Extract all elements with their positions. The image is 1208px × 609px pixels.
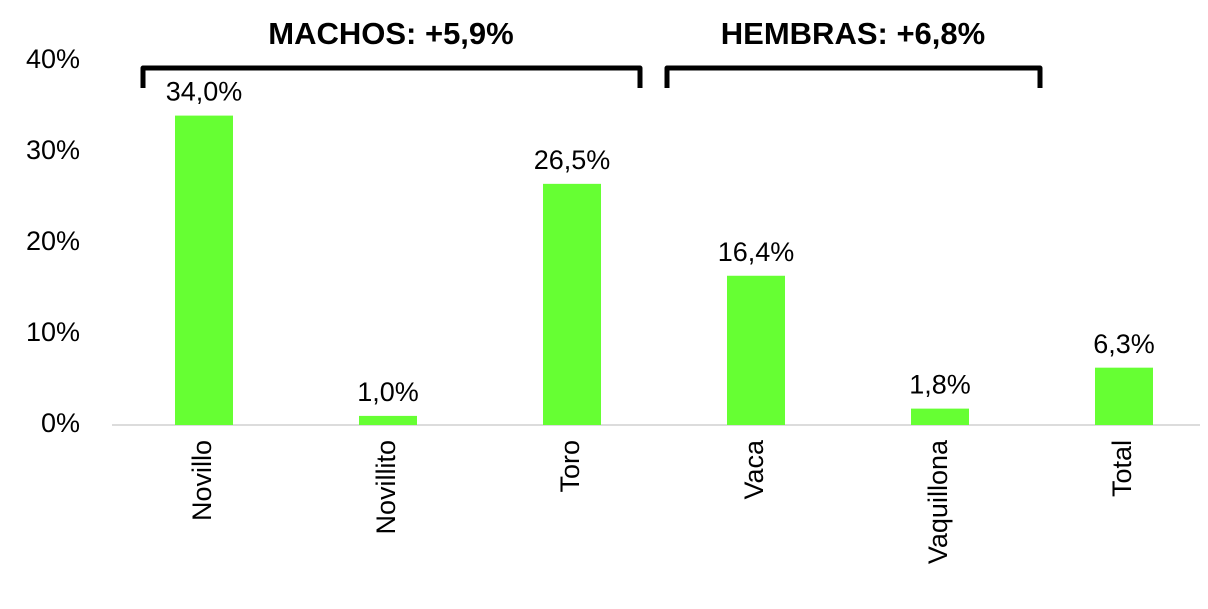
bar: [175, 115, 233, 425]
value-label: 16,4%: [718, 237, 795, 267]
x-tick-label: Vaca: [739, 439, 769, 500]
group-label: MACHOS: +5,9%: [268, 16, 513, 51]
value-label: 34,0%: [166, 77, 243, 107]
value-label: 1,8%: [909, 370, 971, 400]
group-label: HEMBRAS: +6,8%: [721, 16, 985, 51]
x-tick-label: Novillo: [187, 440, 217, 521]
y-tick-label: 0%: [41, 408, 80, 438]
value-label: 26,5%: [534, 145, 611, 175]
bar: [359, 415, 417, 425]
y-tick-label: 10%: [26, 317, 80, 347]
bar: [543, 183, 601, 425]
bracket: [664, 65, 1043, 88]
y-tick-label: 30%: [26, 135, 80, 165]
bar: [727, 275, 785, 425]
y-tick-label: 20%: [26, 226, 80, 256]
value-label: 1,0%: [357, 377, 419, 407]
bar: [1095, 367, 1153, 425]
x-tick-label: Total: [1107, 440, 1137, 497]
bar: [911, 408, 969, 425]
value-label: 6,3%: [1093, 329, 1155, 359]
x-tick-label: Vaquillona: [923, 439, 953, 564]
bracket: [140, 65, 643, 88]
x-tick-label: Toro: [555, 440, 585, 493]
y-tick-label: 40%: [26, 44, 80, 74]
x-tick-label: Novillito: [371, 440, 401, 535]
